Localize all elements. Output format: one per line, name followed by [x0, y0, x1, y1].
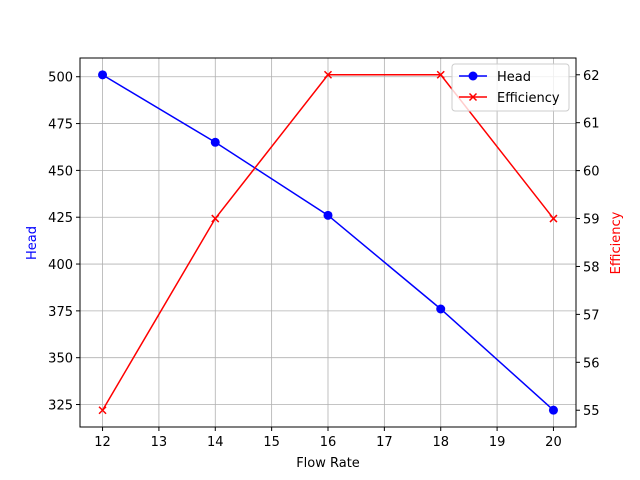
svg-text:400: 400 — [48, 258, 73, 273]
svg-text:56: 56 — [583, 356, 600, 371]
svg-text:12: 12 — [94, 435, 111, 450]
grid-lines — [80, 58, 576, 427]
svg-text:19: 19 — [489, 435, 506, 450]
left-axis-label: Head — [25, 226, 40, 260]
legend-head-marker-icon — [468, 71, 478, 81]
svg-text:425: 425 — [48, 211, 73, 226]
svg-text:58: 58 — [583, 260, 600, 275]
svg-text:450: 450 — [48, 164, 73, 179]
right-axis-ticks: 55 56 57 58 59 60 61 62 — [576, 69, 600, 419]
svg-text:55: 55 — [583, 404, 600, 419]
svg-text:62: 62 — [583, 69, 600, 84]
svg-text:16: 16 — [320, 435, 337, 450]
svg-text:17: 17 — [376, 435, 393, 450]
legend-efficiency-marker-icon — [468, 92, 478, 102]
x-axis-label: Flow Rate — [296, 456, 360, 471]
svg-text:14: 14 — [207, 435, 224, 450]
svg-text:20: 20 — [545, 435, 562, 450]
svg-text:475: 475 — [48, 118, 73, 133]
x-axis-ticks: 12 13 14 15 16 17 18 19 20 — [94, 427, 562, 450]
svg-text:15: 15 — [263, 435, 280, 450]
left-axis-ticks: 325 350 375 400 425 450 475 500 — [48, 71, 80, 414]
legend-head-label: Head — [497, 70, 531, 85]
svg-text:60: 60 — [583, 165, 600, 180]
svg-text:57: 57 — [583, 308, 600, 323]
legend-efficiency-label: Efficiency — [497, 91, 560, 106]
svg-text:500: 500 — [48, 71, 73, 86]
svg-text:375: 375 — [48, 305, 73, 320]
svg-text:18: 18 — [432, 435, 449, 450]
svg-text:61: 61 — [583, 117, 600, 132]
series-lines — [98, 70, 558, 415]
svg-text:59: 59 — [583, 213, 600, 228]
svg-text:13: 13 — [151, 435, 168, 450]
svg-text:325: 325 — [48, 399, 73, 414]
svg-text:350: 350 — [48, 352, 73, 367]
legend: Head Efficiency — [451, 63, 570, 112]
right-axis-label: Efficiency — [609, 211, 624, 274]
